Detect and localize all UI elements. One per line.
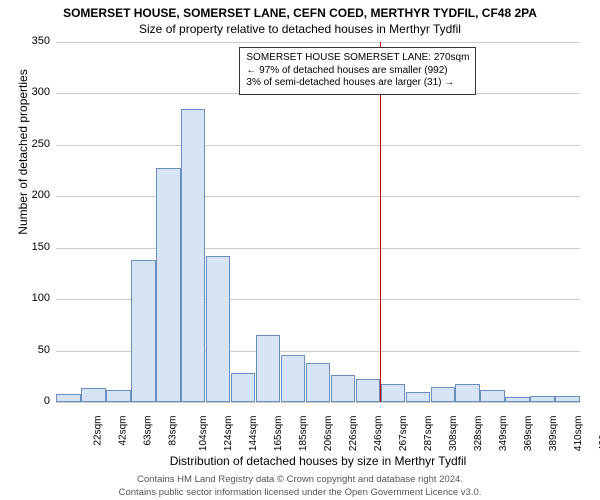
annotation-box: SOMERSET HOUSE SOMERSET LANE: 270sqm ← 9… (239, 47, 476, 95)
histogram-bar (131, 260, 155, 402)
xtick-label: 104sqm (198, 416, 209, 452)
histogram-bar (156, 168, 180, 403)
histogram-bar (555, 396, 579, 402)
xtick-label: 165sqm (273, 416, 284, 452)
histogram-bar (231, 373, 255, 402)
xtick-label: 22sqm (93, 416, 104, 446)
histogram-bar (406, 392, 430, 402)
histogram-bar (181, 109, 205, 402)
xtick-label: 144sqm (248, 416, 259, 452)
xtick-label: 369sqm (523, 416, 534, 452)
ytick-label: 250 (16, 138, 50, 150)
xtick-label: 226sqm (348, 416, 359, 452)
footer-line2: Contains public sector information licen… (0, 487, 600, 498)
xtick-label: 63sqm (143, 416, 154, 446)
ytick-label: 300 (16, 86, 50, 98)
ytick-label: 200 (16, 189, 50, 201)
chart-title-line2: Size of property relative to detached ho… (0, 22, 600, 36)
ytick-label: 350 (16, 35, 50, 47)
y-axis-label: Number of detached properties (16, 0, 30, 332)
xtick-label: 328sqm (473, 416, 484, 452)
histogram-bar (530, 396, 554, 402)
xtick-label: 267sqm (398, 416, 409, 452)
gridline-h (56, 248, 580, 249)
xtick-label: 83sqm (168, 416, 179, 446)
histogram-bar (281, 355, 305, 402)
histogram-bar (381, 384, 405, 403)
xtick-label: 389sqm (548, 416, 559, 452)
xtick-label: 42sqm (118, 416, 129, 446)
histogram-bar (106, 390, 130, 402)
xtick-label: 287sqm (423, 416, 434, 452)
gridline-h (56, 402, 580, 403)
xtick-label: 410sqm (573, 416, 584, 452)
histogram-bar (331, 375, 355, 402)
ytick-label: 50 (16, 344, 50, 356)
plot-area (56, 42, 580, 402)
xtick-label: 124sqm (223, 416, 234, 452)
histogram-bar (256, 335, 280, 402)
chart-title-line1: SOMERSET HOUSE, SOMERSET LANE, CEFN COED… (0, 6, 600, 20)
x-axis-label: Distribution of detached houses by size … (56, 454, 580, 468)
histogram-bar (455, 384, 479, 403)
ytick-label: 150 (16, 241, 50, 253)
gridline-h (56, 42, 580, 43)
histogram-bar (356, 379, 380, 402)
xtick-label: 308sqm (448, 416, 459, 452)
annotation-line3: 3% of semi-detached houses are larger (3… (246, 77, 469, 90)
annotation-line2: ← 97% of detached houses are smaller (99… (246, 65, 469, 78)
xtick-label: 349sqm (498, 416, 509, 452)
histogram-bar (431, 387, 455, 402)
ytick-label: 100 (16, 292, 50, 304)
histogram-bar (81, 388, 105, 402)
xtick-label: 206sqm (323, 416, 334, 452)
annotation-line1: SOMERSET HOUSE SOMERSET LANE: 270sqm (246, 52, 469, 65)
gridline-h (56, 196, 580, 197)
marker-line (380, 42, 381, 402)
footer-line1: Contains HM Land Registry data © Crown c… (0, 474, 600, 485)
histogram-bar (306, 363, 330, 402)
histogram-bar (56, 394, 80, 402)
ytick-label: 0 (16, 395, 50, 407)
gridline-h (56, 145, 580, 146)
xtick-label: 246sqm (373, 416, 384, 452)
histogram-bar (505, 397, 529, 402)
histogram-bar (480, 390, 504, 402)
histogram-bar (206, 256, 230, 402)
xtick-label: 185sqm (298, 416, 309, 452)
